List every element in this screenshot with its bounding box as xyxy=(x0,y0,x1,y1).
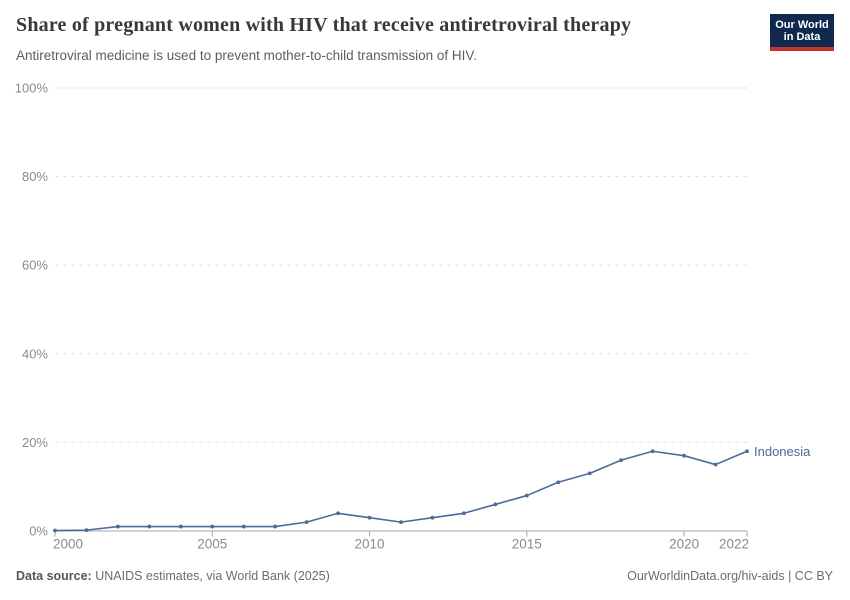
data-point-indonesia-2017[interactable] xyxy=(587,471,592,476)
x-tick-label-2010: 2010 xyxy=(355,537,385,552)
data-point-indonesia-2002[interactable] xyxy=(116,524,120,529)
data-point-indonesia-2021[interactable] xyxy=(713,462,718,467)
data-point-indonesia-2005[interactable] xyxy=(210,524,215,529)
owid-logo-accent-bar xyxy=(770,47,834,51)
data-point-indonesia-2020[interactable] xyxy=(682,453,686,458)
y-tick-label-40: 40% xyxy=(22,346,48,361)
y-tick-label-80: 80% xyxy=(22,169,48,184)
data-point-indonesia-2007[interactable] xyxy=(273,524,278,529)
data-point-indonesia-2009[interactable] xyxy=(336,511,340,516)
owid-logo-line1: Our World xyxy=(775,19,829,31)
data-point-indonesia-2000[interactable] xyxy=(53,528,57,533)
chart-title: Share of pregnant women with HIV that re… xyxy=(16,14,632,36)
data-point-indonesia-2012[interactable] xyxy=(430,515,435,520)
x-tick-label-2000: 2000 xyxy=(53,537,83,552)
x-tick-label-2022: 2022 xyxy=(719,537,749,552)
data-point-indonesia-2004[interactable] xyxy=(178,524,183,529)
data-source-text: UNAIDS estimates, via World Bank (2025) xyxy=(91,569,330,583)
owid-logo[interactable]: Our World in Data xyxy=(770,14,834,51)
y-tick-label-0: 0% xyxy=(29,524,48,539)
owid-logo-line2: in Data xyxy=(783,31,821,43)
series-line-indonesia[interactable] xyxy=(54,450,748,532)
data-point-indonesia-2019[interactable] xyxy=(650,449,655,454)
y-tick-label-20: 20% xyxy=(22,435,48,450)
x-tick-label-2015: 2015 xyxy=(512,537,542,552)
owid-logo-box: Our World in Data xyxy=(770,14,834,47)
data-point-indonesia-2008[interactable] xyxy=(304,520,309,525)
data-source-note: Data source: UNAIDS estimates, via World… xyxy=(16,569,330,583)
data-point-indonesia-2011[interactable] xyxy=(399,520,403,525)
x-tick-label-2020: 2020 xyxy=(669,537,699,552)
x-tick-label-2005: 2005 xyxy=(197,537,227,552)
data-point-indonesia-2006[interactable] xyxy=(241,524,246,529)
data-point-indonesia-2018[interactable] xyxy=(619,458,624,463)
y-tick-label-100: 100% xyxy=(15,81,49,96)
y-tick-label-60: 60% xyxy=(22,258,48,273)
data-point-indonesia-2014[interactable] xyxy=(493,502,498,507)
data-point-indonesia-2003[interactable] xyxy=(147,524,152,529)
series-label-indonesia[interactable]: Indonesia xyxy=(754,444,811,459)
data-point-indonesia-2015[interactable] xyxy=(524,493,529,498)
data-point-indonesia-2010[interactable] xyxy=(367,515,372,520)
chart-subtitle: Antiretroviral medicine is used to preve… xyxy=(16,48,477,63)
data-point-indonesia-2001[interactable] xyxy=(84,528,89,533)
data-source-label: Data source: xyxy=(16,569,92,583)
data-point-indonesia-2016[interactable] xyxy=(556,480,561,485)
data-point-indonesia-2022[interactable] xyxy=(745,449,749,454)
data-point-indonesia-2013[interactable] xyxy=(462,511,466,516)
owid-credit-link[interactable]: OurWorldinData.org/hiv-aids | CC BY xyxy=(627,569,833,583)
